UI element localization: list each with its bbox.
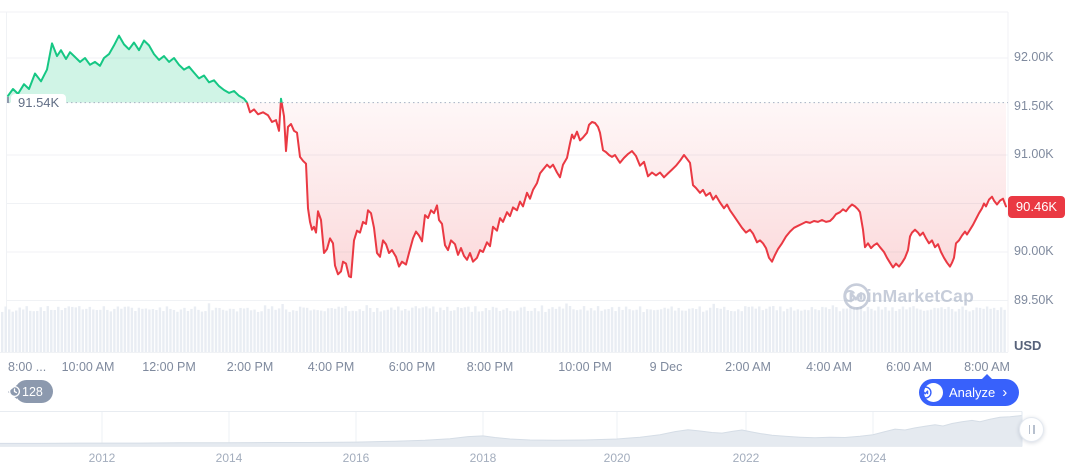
coinmarketcap-watermark: CoinMarketCap: [843, 283, 974, 310]
year-label: 2024: [859, 451, 887, 465]
x-axis-label: 12:00 PM: [142, 360, 196, 374]
x-axis-label: 8:00 AM: [964, 360, 1010, 374]
x-axis-label: 4:00 PM: [307, 360, 355, 374]
year-label: 2012: [88, 451, 116, 465]
cmc-logo-icon: [843, 283, 870, 310]
chevron-right-icon: ›: [1002, 383, 1008, 401]
badge-pill: 128: [8, 380, 53, 403]
currency-label: USD: [1014, 338, 1042, 353]
handle-grip: [1028, 425, 1030, 434]
open-price-tick: [7, 97, 9, 103]
x-axis-label: 2:00 PM: [226, 360, 274, 374]
analyze-button[interactable]: Analyze ›: [919, 374, 1020, 406]
cmc-logo-icon: [919, 383, 943, 402]
navigator-area: [0, 415, 1022, 447]
x-axis-label: 6:00 AM: [886, 360, 932, 374]
y-axis-label: 92.00K: [1014, 50, 1054, 64]
x-axis-label: 6:00 PM: [388, 360, 436, 374]
handle-grip: [1033, 425, 1035, 434]
year-label: 2014: [215, 451, 243, 465]
tooltip-pointer: [981, 374, 993, 380]
price-area-down: [247, 102, 1006, 278]
price-area-up: [8, 35, 1006, 103]
x-axis-label: 8:00 ...: [8, 360, 47, 374]
navigator-handle[interactable]: [1019, 417, 1044, 442]
x-axis-label: 10:00 AM: [61, 360, 115, 374]
year-label: 2020: [603, 451, 631, 465]
year-label: 2018: [469, 451, 497, 465]
y-axis-label: 91.00K: [1014, 147, 1054, 161]
volume-bars: [1, 303, 1006, 352]
y-axis-label: 91.50K: [1014, 98, 1054, 113]
navigator-line: [0, 415, 1023, 444]
history-annotations-badge[interactable]: 128: [8, 380, 53, 403]
open-price-label: 91.54K: [11, 94, 67, 111]
price-line-down: [245, 102, 1007, 279]
badge-tail: [8, 384, 17, 399]
x-axis-label: 8:00 PM: [466, 360, 514, 374]
price-chart[interactable]: [0, 0, 1072, 406]
timeline-navigator[interactable]: [0, 405, 1072, 451]
x-axis-label: 10:00 PM: [558, 360, 612, 374]
x-axis-label: 4:00 AM: [806, 360, 852, 374]
y-axis-label: 89.50K: [1014, 292, 1054, 307]
x-axis-label: 9 Dec: [649, 360, 683, 374]
year-label: 2016: [342, 451, 370, 465]
analyze-label: Analyze: [949, 385, 996, 400]
plot-borders: [0, 11, 1009, 353]
current-price-badge: 90.46K: [1008, 196, 1065, 218]
watermark-text: CoinMarketCap: [843, 286, 974, 306]
clock-history-icon: [8, 385, 21, 398]
y-axis-label: 90.00K: [1014, 244, 1054, 258]
year-label: 2022: [732, 451, 760, 465]
x-axis-label: 2:00 AM: [725, 360, 771, 374]
history-count: 128: [22, 384, 43, 399]
